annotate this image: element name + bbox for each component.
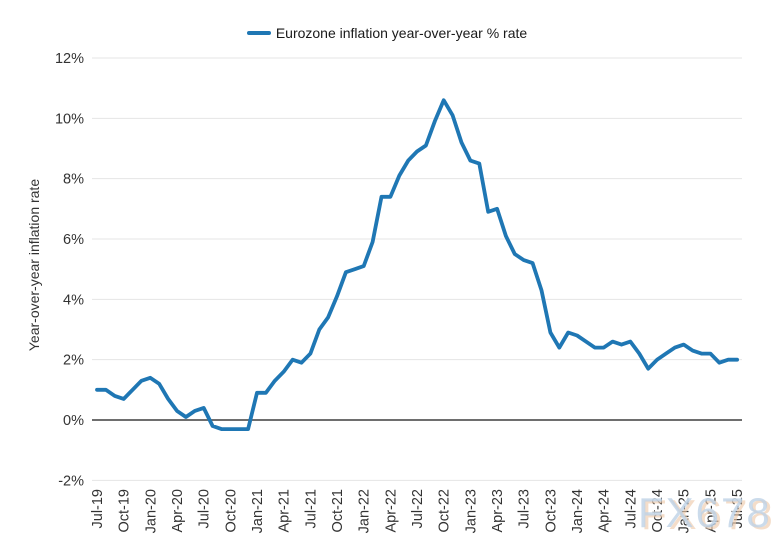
x-tick-label: Jul-24 [623,489,639,529]
y-tick-label: 8% [63,172,84,188]
x-tick-label: Jul-19 [90,489,106,529]
y-tick-label: 0% [63,413,84,429]
y-tick-label: 10% [55,111,84,127]
x-tick-label: Jul-25 [730,489,746,529]
legend-line-swatch [246,30,271,36]
x-tick-label: Apr-21 [277,489,293,533]
x-tick-label: Oct-19 [117,489,133,533]
x-tick-label: Apr-23 [490,489,506,533]
x-tick-label: Jul-20 [197,489,213,529]
y-tick-label: 2% [63,353,84,369]
x-tick-label: Jan-25 [677,489,693,533]
legend: Eurozone inflation year-over-year % rate [0,24,774,42]
x-tick-label: Jan-24 [570,489,586,533]
x-tick-label: Jul-21 [303,489,319,529]
y-tick-label: -2% [58,473,84,489]
x-tick-label: Jan-21 [250,489,266,533]
x-tick-label: Jan-20 [143,489,159,533]
x-tick-label: Apr-25 [703,489,719,533]
legend-label: Eurozone inflation year-over-year % rate [275,25,528,41]
x-tick-label: Oct-21 [330,489,346,533]
x-tick-label: Oct-20 [223,489,239,533]
x-tick-label: Oct-24 [650,489,666,533]
x-tick-label: Apr-22 [383,489,399,533]
x-tick-label: Apr-20 [170,489,186,533]
inflation-line [95,98,739,432]
x-tick-label: Jan-23 [463,489,479,533]
x-tick-label: Oct-22 [437,489,453,533]
y-tick-label: 12% [55,51,84,67]
x-tick-label: Jul-22 [410,489,426,529]
x-tick-label: Apr-24 [597,489,613,533]
x-tick-label: Oct-23 [543,489,559,533]
x-tick-label: Jul-23 [517,489,533,529]
y-tick-label: 4% [63,292,84,308]
y-tick-label: 6% [63,232,84,248]
x-tick-label: Jan-22 [357,489,373,533]
